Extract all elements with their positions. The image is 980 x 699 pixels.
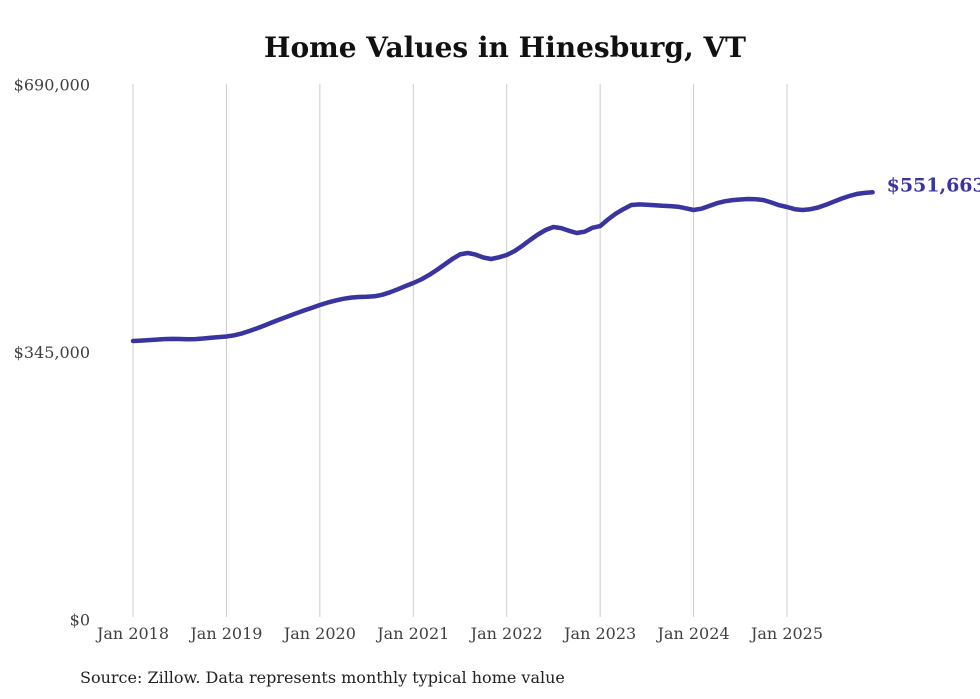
home-value-line-series — [130, 190, 875, 344]
x-tick-label: Jan 2018 — [95, 624, 169, 643]
latest-value-label: $551,663 — [887, 174, 980, 196]
x-tick-label: Jan 2020 — [282, 624, 356, 643]
chart-title: Home Values in Hinesburg, VT — [264, 31, 746, 64]
y-tick-label: $690,000 — [14, 76, 90, 95]
x-axis-tick-labels: Jan 2018 Jan 2019 Jan 2020 Jan 2021 Jan 2022… — [95, 624, 823, 643]
x-tick-label: Jan 2022 — [469, 624, 543, 643]
y-tick-label: $345,000 — [14, 343, 90, 362]
source-note: Source: Zillow. Data represents monthly … — [80, 668, 565, 687]
vertical-gridlines — [132, 84, 788, 617]
x-tick-label: Jan 2024 — [656, 624, 730, 643]
y-tick-label: $0 — [70, 611, 90, 630]
x-tick-label: Jan 2023 — [562, 624, 636, 643]
y-axis-tick-labels: $0 $345,000 $690,000 — [14, 76, 90, 630]
x-tick-label: Jan 2019 — [188, 624, 262, 643]
x-tick-label: Jan 2021 — [375, 624, 449, 643]
x-tick-label: Jan 2025 — [749, 624, 823, 643]
